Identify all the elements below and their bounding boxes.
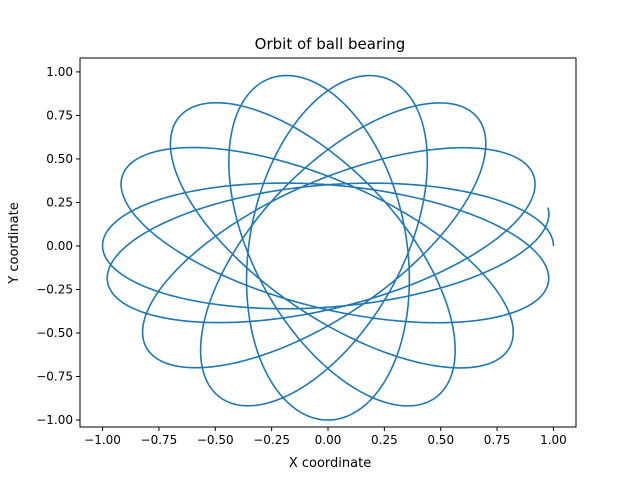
y-tick-label: −0.25 [36, 282, 73, 296]
x-tick-label: 0.25 [371, 433, 398, 447]
y-axis-label: Y coordinate [7, 202, 22, 284]
y-tick-label: 0.25 [46, 195, 73, 209]
y-axis: −1.00 −0.75 −0.50 −0.25 0.00 0.25 0.50 0.75 1.00 [36, 65, 80, 427]
x-tick-label: −0.25 [253, 433, 290, 447]
x-tick-label: 0.75 [484, 433, 511, 447]
chart-title: Orbit of ball bearing [255, 35, 406, 53]
x-tick-label: −0.75 [141, 433, 178, 447]
y-tick-label: −1.00 [36, 413, 73, 427]
x-tick-label: 0.00 [315, 433, 342, 447]
orbit-line [101, 74, 555, 421]
y-tick-label: 0.00 [46, 239, 73, 253]
y-tick-label: −0.75 [36, 370, 73, 384]
x-axis-label: X coordinate [289, 456, 371, 471]
x-axis: −1.00 −0.75 −0.50 −0.25 0.00 0.25 0.50 0.75 1.00 [84, 427, 567, 447]
x-tick-label: 1.00 [540, 433, 567, 447]
plot-area [101, 74, 555, 421]
y-tick-label: 0.50 [46, 152, 73, 166]
x-tick-label: −0.50 [197, 433, 234, 447]
y-tick-label: 1.00 [46, 65, 73, 79]
y-tick-label: 0.75 [46, 108, 73, 122]
y-tick-label: −0.50 [36, 326, 73, 340]
x-tick-label: −1.00 [84, 433, 121, 447]
x-tick-label: 0.50 [427, 433, 454, 447]
